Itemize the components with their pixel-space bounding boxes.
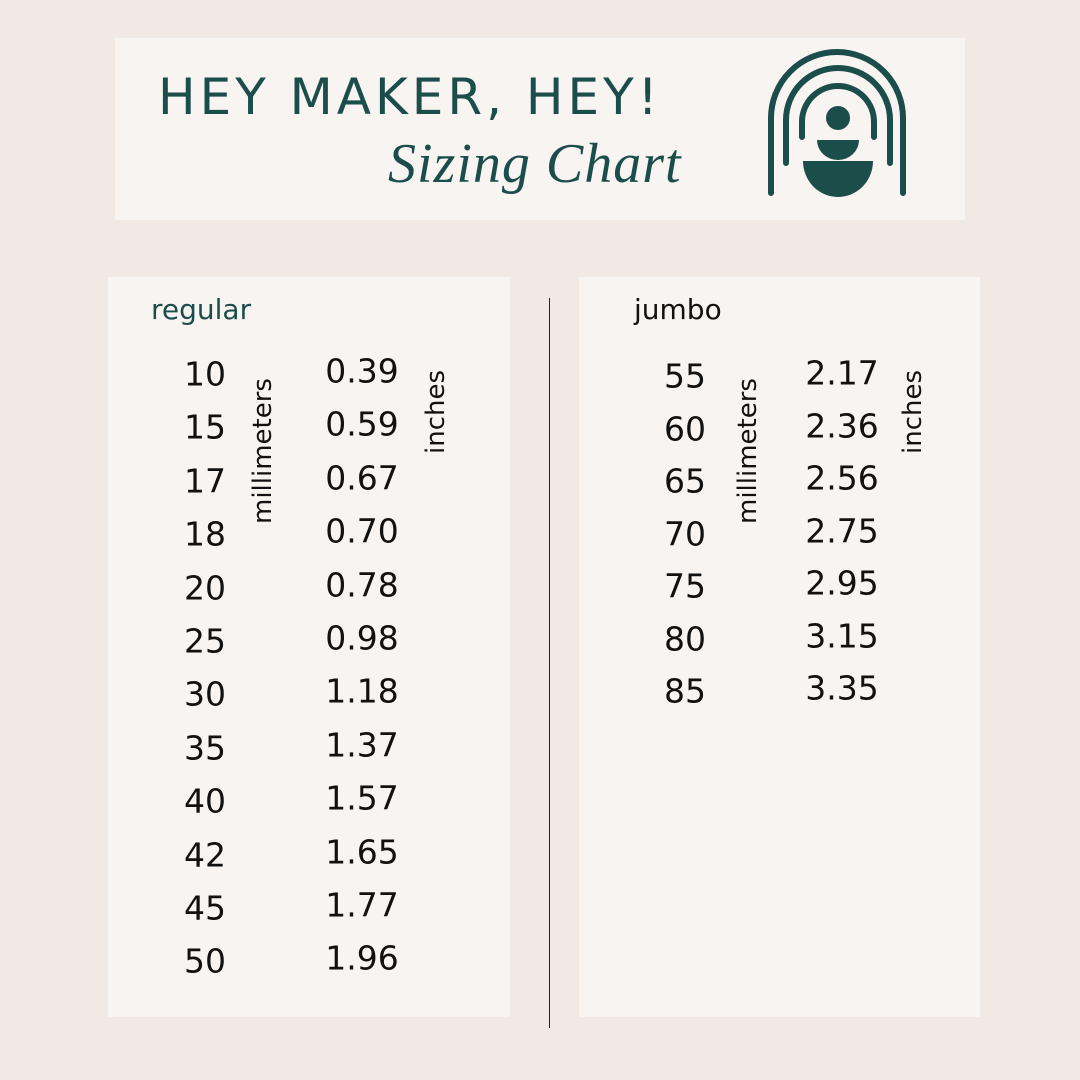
jumbo-inches-value: 3.35: [805, 668, 879, 708]
divider: [549, 298, 550, 1028]
regular-inches-value: 1.96: [325, 938, 399, 978]
jumbo-heading: jumbo: [634, 293, 722, 326]
regular-sizes-panel: [108, 277, 510, 1017]
brand-title: HEY MAKER, HEY!: [158, 68, 662, 126]
jumbo-inches-value: 2.75: [805, 511, 879, 550]
page-subtitle: Sizing Chart: [388, 133, 682, 195]
jumbo-sizes-panel: [579, 277, 980, 1017]
jumbo-millimeters-value: 70: [664, 514, 706, 553]
regular-inches-value: 0.70: [325, 511, 399, 551]
jumbo-millimeters-value: 60: [664, 409, 706, 448]
jumbo-mm-label: millimeters: [733, 378, 763, 524]
jumbo-millimeters-value: 55: [664, 356, 706, 396]
regular-inches-value: 0.39: [325, 351, 399, 391]
regular-millimeters-value: 45: [184, 888, 226, 928]
regular-millimeters-value: 50: [184, 941, 226, 981]
jumbo-inches-value: 2.36: [805, 406, 879, 445]
regular-inches-value: 0.67: [325, 458, 399, 498]
jumbo-millimeters-value: 80: [664, 619, 706, 658]
jumbo-inches-value: 2.56: [805, 458, 879, 498]
regular-millimeters-value: 15: [184, 407, 226, 447]
jumbo-inches-value: 2.17: [805, 353, 879, 393]
regular-millimeters-value: 42: [184, 835, 226, 875]
regular-mm-label: millimeters: [248, 378, 278, 524]
regular-millimeters-value: 10: [184, 354, 226, 394]
jumbo-inches-value: 2.95: [805, 563, 879, 603]
regular-inches-value: 0.78: [325, 565, 399, 605]
regular-millimeters-value: 40: [184, 781, 226, 821]
jumbo-inches-label: inches: [898, 369, 928, 454]
regular-inches-value: 1.18: [325, 671, 399, 711]
regular-millimeters-value: 20: [184, 568, 226, 608]
jumbo-millimeters-value: 75: [664, 566, 706, 606]
regular-inches-value: 1.65: [325, 832, 399, 872]
regular-inches-value: 0.98: [325, 618, 399, 658]
regular-heading: regular: [151, 293, 252, 326]
regular-inches-value: 0.59: [325, 404, 399, 444]
regular-millimeters-value: 25: [184, 621, 226, 661]
regular-millimeters-value: 30: [184, 674, 226, 714]
brand-logo-icon: [768, 49, 906, 197]
jumbo-inches-value: 3.15: [805, 616, 879, 655]
jumbo-millimeters-value: 85: [664, 671, 706, 711]
regular-inches-value: 1.77: [325, 885, 399, 925]
regular-inches-label: inches: [421, 369, 451, 454]
regular-inches-value: 1.37: [325, 725, 399, 765]
regular-millimeters-value: 35: [184, 728, 226, 768]
regular-inches-value: 1.57: [325, 778, 399, 818]
regular-millimeters-value: 17: [184, 461, 226, 501]
jumbo-millimeters-value: 65: [664, 461, 706, 501]
regular-millimeters-value: 18: [184, 514, 226, 554]
